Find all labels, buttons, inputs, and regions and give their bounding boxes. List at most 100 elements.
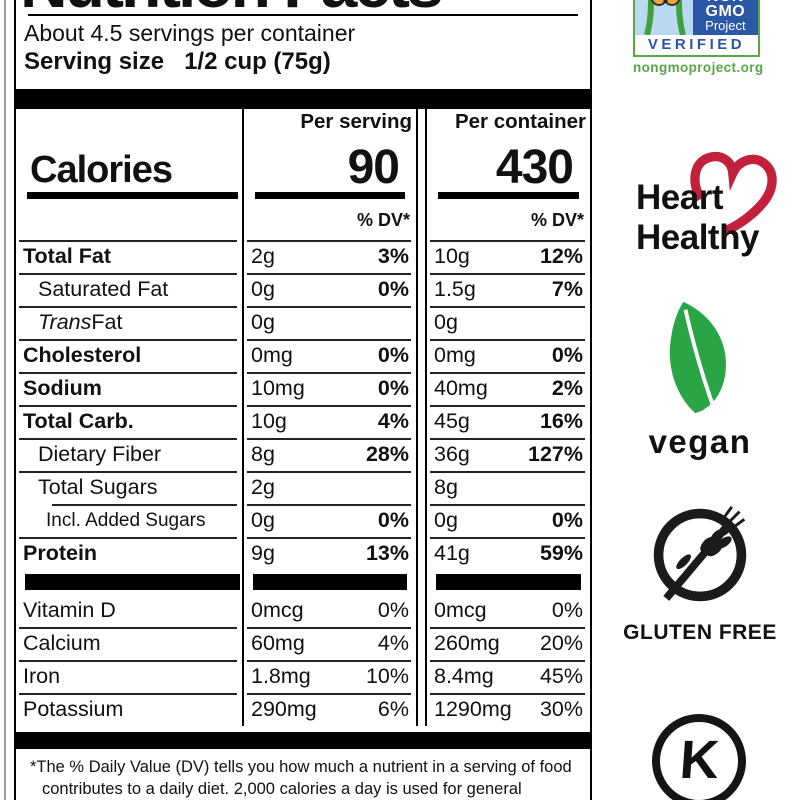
- column-gutter: [418, 504, 425, 537]
- serving-size-line: Serving size 1/2 cup (75g): [16, 48, 590, 78]
- column-gutter: [418, 594, 425, 627]
- serving-amount: 2g: [251, 244, 275, 268]
- column-gutter: [418, 339, 425, 372]
- container-amount: 41g: [434, 541, 470, 565]
- kosher-circle-k-icon: K: [652, 714, 746, 800]
- package-edge-line: [4, 0, 6, 800]
- heart-healthy-line2: Healthy: [636, 218, 759, 257]
- bottom-thick-bar: [16, 732, 590, 749]
- non-gmo-project-badge: NON GMO Project VERIFIED nongmoproject.o…: [633, 0, 764, 75]
- serving-amount: 290mg: [251, 697, 317, 721]
- nutrient-name: Protein: [16, 537, 242, 570]
- nutrient-name: Total Fat: [16, 240, 242, 273]
- nutrient-name: Total Sugars: [16, 471, 242, 504]
- container-dv: 7%: [551, 277, 583, 301]
- column-gutter: [418, 570, 425, 594]
- column-gutter: [418, 135, 425, 191]
- per-container-cell: 0g: [425, 306, 590, 339]
- serving-amount: 9g: [251, 541, 275, 565]
- column-gutter: [418, 200, 425, 240]
- non-gmo-url: nongmoproject.org: [633, 60, 764, 75]
- serving-amount: 0mg: [251, 343, 293, 367]
- per-container-cell: 41g 59%: [425, 537, 590, 570]
- nutrient-name: Calcium: [16, 627, 242, 660]
- nutrition-facts-panel: Nutrition Facts About 4.5 servings per c…: [14, 0, 592, 800]
- container-amount: 40mg: [434, 376, 488, 400]
- container-amount: 1290mg: [434, 697, 512, 721]
- per-container-header: Per container: [425, 109, 590, 135]
- container-amount: 8.4mg: [434, 664, 494, 688]
- column-gutter: [418, 537, 425, 570]
- nutrient-name: Vitamin D: [23, 598, 116, 622]
- serving-dv: 13%: [365, 541, 409, 565]
- column-gutter: [418, 372, 425, 405]
- gluten-free-label: GLUTEN FREE: [623, 621, 777, 644]
- container-amount: 0g: [434, 508, 458, 532]
- serving-dv: 28%: [365, 442, 409, 466]
- dv-header-container: % DV*: [425, 200, 590, 240]
- per-serving-cell: 60mg 4%: [242, 627, 418, 660]
- column-gutter: [418, 191, 425, 200]
- vegan-label: vegan: [648, 423, 752, 460]
- serving-dv: 0%: [377, 277, 409, 301]
- serving-dv: 3%: [377, 244, 409, 268]
- column-gutter: [418, 471, 425, 504]
- serving-amount: 60mg: [251, 631, 305, 655]
- per-container-cell: 45g 16%: [425, 405, 590, 438]
- nutrient-rows: Total Fat 2g 3% 10g 12% Saturated Fat 0g 0%…: [16, 240, 590, 570]
- per-container-cell: 8.4mg 45%: [425, 660, 590, 693]
- serving-amount: 10g: [251, 409, 287, 433]
- container-dv: 2%: [551, 376, 583, 400]
- serving-dv: 0%: [377, 376, 409, 400]
- container-amount: 1.5g: [434, 277, 476, 301]
- nutrient-name: Cholesterol: [16, 339, 242, 372]
- nutrient-name: Iron: [16, 660, 242, 693]
- container-amount: 0mcg: [434, 598, 487, 622]
- container-dv: 59%: [539, 541, 583, 565]
- serving-size-label: Serving size: [24, 48, 165, 75]
- container-amount: 8g: [434, 475, 458, 499]
- serving-dv: 6%: [377, 697, 409, 721]
- container-dv: 16%: [539, 409, 583, 433]
- per-serving-cell: 0g 0%: [242, 504, 418, 537]
- leaf-icon: [669, 301, 726, 414]
- serving-amount: 0g: [251, 310, 275, 334]
- thick-bar-segment: [253, 574, 407, 590]
- container-dv: 20%: [539, 631, 583, 655]
- calories-underline: [438, 192, 579, 199]
- container-dv: 0%: [551, 343, 583, 367]
- kosher-k-letter: K: [677, 730, 721, 790]
- nutrient-name: Sodium: [16, 372, 242, 405]
- serving-dv: 10%: [365, 664, 409, 688]
- serving-size-value: 1/2 cup (75g): [184, 48, 331, 75]
- container-amount: 36g: [434, 442, 470, 466]
- container-amount: 45g: [434, 409, 470, 433]
- kosher-badge: K: [652, 714, 748, 800]
- per-container-cell: 8g: [425, 471, 590, 504]
- per-container-cell: 36g 127%: [425, 438, 590, 471]
- container-dv: 30%: [539, 697, 583, 721]
- footnote-line: contributes to a daily diet. 2,000 calor…: [42, 779, 522, 798]
- per-container-cell: 40mg 2%: [425, 372, 590, 405]
- calories-per-serving: 90: [347, 141, 400, 194]
- per-container-cell: 1.5g 7%: [425, 273, 590, 306]
- container-amount: 0g: [434, 310, 458, 334]
- per-container-cell: 0mcg 0%: [425, 594, 590, 627]
- nutrient-name: Incl. Added Sugars: [16, 504, 242, 537]
- per-serving-cell: 10mg 0%: [242, 372, 418, 405]
- per-serving-cell: 10g 4%: [242, 405, 418, 438]
- butterfly-grass-icon: [635, 0, 693, 35]
- spacer-cell: [16, 109, 242, 135]
- per-serving-header: Per serving: [242, 109, 418, 135]
- per-serving-cell: 1.8mg 10%: [242, 660, 418, 693]
- container-dv: 0%: [551, 508, 583, 532]
- heart-healthy-line1: Heart: [636, 178, 723, 217]
- column-gutter: [418, 240, 425, 273]
- footnote: *The % Daily Value (DV) tells you how mu…: [16, 757, 590, 800]
- container-dv: 127%: [528, 442, 583, 466]
- section-divider-bars: [16, 570, 590, 594]
- serving-dv: 0%: [377, 343, 409, 367]
- serving-amount: 0g: [251, 508, 275, 532]
- per-serving-cell: 8g 28%: [242, 438, 418, 471]
- footnote-line: *The % Daily Value (DV) tells you how mu…: [30, 758, 572, 776]
